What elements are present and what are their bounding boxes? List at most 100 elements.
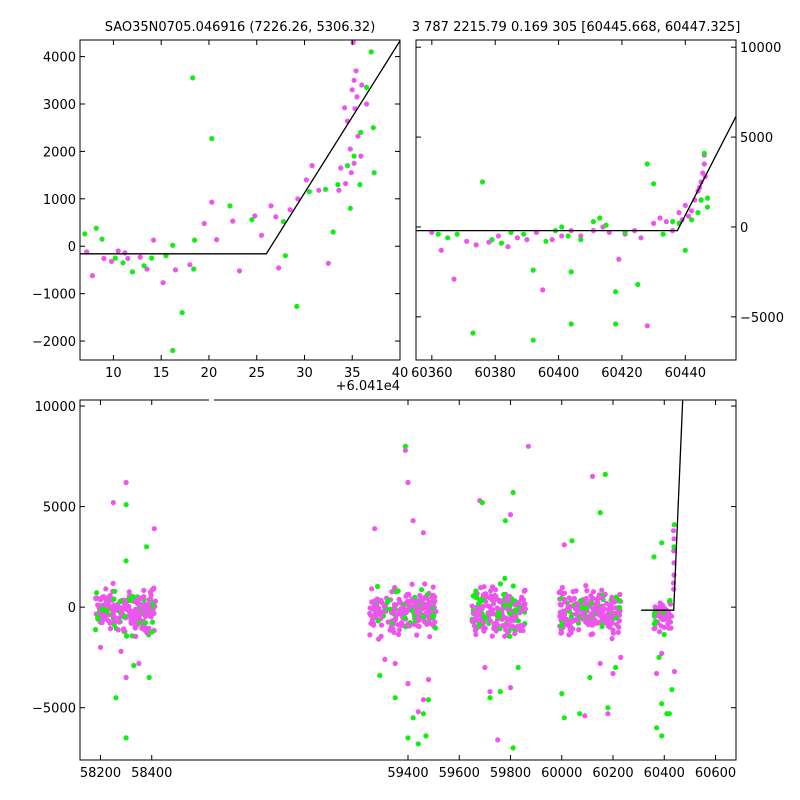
data-point: [507, 511, 514, 518]
data-point: [472, 594, 478, 600]
data-point: [659, 733, 665, 739]
x-offset-label: +6.041e4: [336, 379, 400, 394]
data-point: [406, 592, 412, 598]
data-point: [605, 705, 611, 711]
data-point: [518, 626, 524, 632]
data-point: [613, 664, 619, 671]
data-point: [486, 610, 492, 616]
data-point: [480, 596, 486, 603]
data-point: [667, 597, 673, 604]
data-point: [369, 599, 375, 605]
title-right: 3 787 2215.79 0.169 305 [60445.668, 6044…: [412, 20, 741, 35]
data-point: [505, 244, 511, 250]
data-point: [559, 691, 565, 697]
data-point: [609, 594, 615, 601]
data-point: [132, 625, 138, 631]
data-point: [522, 606, 529, 612]
x-tick-label: 60420: [601, 366, 642, 381]
data-point: [420, 697, 426, 703]
data-point: [666, 711, 673, 717]
data-point: [107, 626, 114, 632]
data-point: [111, 613, 117, 619]
data-point: [577, 711, 583, 717]
data-point: [364, 101, 370, 107]
data-point: [663, 219, 669, 225]
data-point: [133, 606, 139, 612]
data-point: [573, 616, 579, 623]
data-point: [658, 623, 664, 629]
data-point: [414, 632, 420, 638]
data-point: [501, 591, 507, 598]
x-tick-label: 60380: [475, 366, 516, 381]
data-point: [112, 255, 118, 261]
data-point: [478, 585, 484, 591]
data-point: [473, 614, 479, 620]
y-tick-label: 5000: [43, 501, 76, 516]
data-point: [682, 247, 688, 253]
data-point: [671, 668, 678, 675]
data-point: [472, 627, 478, 634]
data-point: [561, 542, 567, 548]
data-point: [112, 618, 118, 624]
data-point: [473, 242, 479, 248]
x-tick-label: 15: [153, 366, 170, 381]
data-point: [425, 677, 432, 683]
data-point: [495, 233, 501, 239]
data-point: [170, 347, 176, 354]
data-point: [469, 618, 475, 624]
data-point: [558, 602, 565, 608]
data-point: [143, 601, 149, 608]
data-point: [375, 618, 381, 624]
data-point: [135, 601, 141, 607]
data-point: [515, 664, 521, 671]
data-point: [510, 583, 516, 589]
x-tick-label: 60000: [541, 766, 582, 781]
data-point: [367, 632, 373, 638]
data-point: [502, 633, 508, 639]
data-point: [670, 528, 677, 534]
data-point: [392, 617, 399, 623]
data-point: [136, 614, 142, 620]
y-tick-label: −5000: [740, 311, 784, 326]
data-point: [559, 224, 565, 230]
data-point: [502, 518, 508, 524]
x-tick-label: 58200: [80, 766, 121, 781]
data-point: [303, 177, 309, 183]
data-point: [144, 544, 150, 550]
data-point: [287, 207, 293, 213]
data-point: [354, 94, 360, 100]
data-point: [515, 618, 521, 624]
x-tick-label: 20: [201, 366, 218, 381]
data-point: [367, 605, 373, 611]
data-point: [510, 489, 516, 496]
data-point: [435, 231, 441, 237]
data-point: [488, 588, 494, 594]
data-point: [503, 627, 509, 633]
data-point: [590, 219, 597, 225]
data-point: [97, 644, 104, 651]
axes-frame: [415, 39, 737, 361]
data-point: [306, 189, 312, 195]
data-point: [348, 170, 354, 176]
data-point: [135, 596, 141, 603]
data-point: [430, 584, 436, 590]
x-tick-label: 60440: [665, 366, 706, 381]
data-point: [569, 538, 575, 544]
data-point: [393, 589, 399, 595]
data-point: [506, 622, 512, 628]
data-point: [489, 607, 496, 613]
y-tick-label: −1000: [32, 288, 76, 303]
y-tick-label: −5000: [32, 702, 76, 717]
data-point: [471, 623, 477, 629]
x-tick-label: 60400: [538, 366, 579, 381]
data-point: [594, 597, 600, 603]
data-point: [676, 210, 682, 216]
data-point: [371, 170, 377, 176]
data-point: [420, 711, 426, 717]
panel-bottom: 58200 58400 59400 59600 59800 60000 60200 60400…: [32, 398, 737, 781]
data-point: [651, 610, 658, 616]
data-point: [656, 629, 663, 635]
data-point: [136, 660, 142, 667]
data-point: [351, 153, 357, 159]
axes-frame: [79, 39, 401, 361]
